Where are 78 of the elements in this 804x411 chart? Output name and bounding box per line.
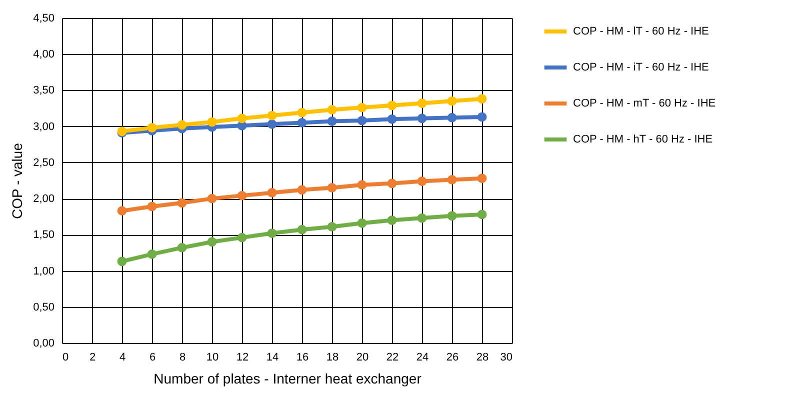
point	[477, 112, 487, 122]
point	[387, 215, 397, 225]
point	[267, 119, 277, 129]
point	[207, 194, 217, 204]
point	[447, 175, 457, 185]
point	[147, 123, 157, 133]
point	[417, 98, 427, 108]
point	[447, 211, 457, 221]
point	[297, 185, 307, 195]
point	[237, 190, 247, 200]
x-tick-label: 16	[296, 352, 309, 364]
y-tick-label: 0,50	[33, 301, 54, 314]
point	[297, 108, 307, 118]
legend-label: COP - HM - mT - 60 Hz - IHE	[573, 98, 716, 110]
legend-label: COP - HM - lT - 60 Hz - IHE	[573, 26, 709, 38]
y-tick-label: 4,00	[33, 48, 54, 61]
point	[177, 242, 187, 252]
y-tick-label: 3,50	[33, 84, 54, 97]
x-tick-label: 6	[149, 352, 156, 364]
point	[447, 96, 457, 106]
legend-label: COP - HM - iT - 60 Hz - IHE	[573, 62, 709, 74]
y-tick-label: 0,00	[33, 338, 54, 350]
x-tick-label: 4	[119, 352, 126, 364]
y-tick-label: 4,50	[33, 12, 54, 24]
point	[327, 104, 337, 114]
x-tick-label: 2	[89, 352, 96, 364]
x-tick-label: 18	[326, 352, 339, 364]
point	[297, 224, 307, 234]
x-axis-title: Number of plates - Interner heat exchanger	[154, 370, 422, 386]
point	[117, 206, 127, 216]
point	[387, 114, 397, 124]
y-tick-label: 1,00	[33, 265, 54, 278]
point	[477, 94, 487, 104]
x-tick-label: 22	[386, 352, 399, 364]
x-tick-label: 10	[206, 352, 219, 364]
point	[417, 176, 427, 186]
y-tick-label: 3,00	[33, 120, 54, 133]
point	[387, 178, 397, 188]
point	[207, 117, 217, 127]
point	[177, 198, 187, 208]
point	[237, 114, 247, 124]
point	[447, 112, 457, 122]
point	[267, 188, 277, 198]
point	[327, 182, 337, 192]
point	[417, 114, 427, 124]
x-tick-label: 30	[500, 352, 512, 364]
point	[267, 228, 277, 238]
point	[357, 102, 367, 112]
x-tick-label: 12	[236, 352, 249, 364]
x-tick-label: 26	[446, 352, 459, 364]
point	[267, 110, 277, 120]
x-tick-label: 20	[356, 352, 369, 364]
point	[117, 256, 127, 266]
point	[147, 202, 157, 212]
x-tick-label: 14	[266, 352, 279, 364]
point	[297, 118, 307, 128]
x-tick-label: 8	[179, 352, 186, 364]
point	[387, 100, 397, 110]
x-tick-label: 24	[416, 352, 429, 364]
x-tick-label: 0	[62, 352, 69, 364]
point	[357, 116, 367, 126]
point	[327, 222, 337, 232]
y-tick-label: 1,50	[33, 229, 54, 242]
legend-label: COP - HM - hT - 60 Hz - IHE	[573, 134, 713, 146]
point	[237, 232, 247, 242]
y-tick-label: 2,00	[33, 193, 54, 206]
point	[417, 213, 427, 223]
y-tick-label: 2,50	[33, 156, 54, 169]
point	[177, 120, 187, 130]
x-tick-label: 28	[476, 352, 489, 364]
point	[327, 116, 337, 126]
point	[207, 237, 217, 247]
point	[357, 180, 367, 190]
point	[477, 174, 487, 184]
point	[477, 210, 487, 220]
y-axis-title: COP - value	[9, 142, 26, 219]
point	[357, 218, 367, 228]
point	[147, 249, 157, 259]
